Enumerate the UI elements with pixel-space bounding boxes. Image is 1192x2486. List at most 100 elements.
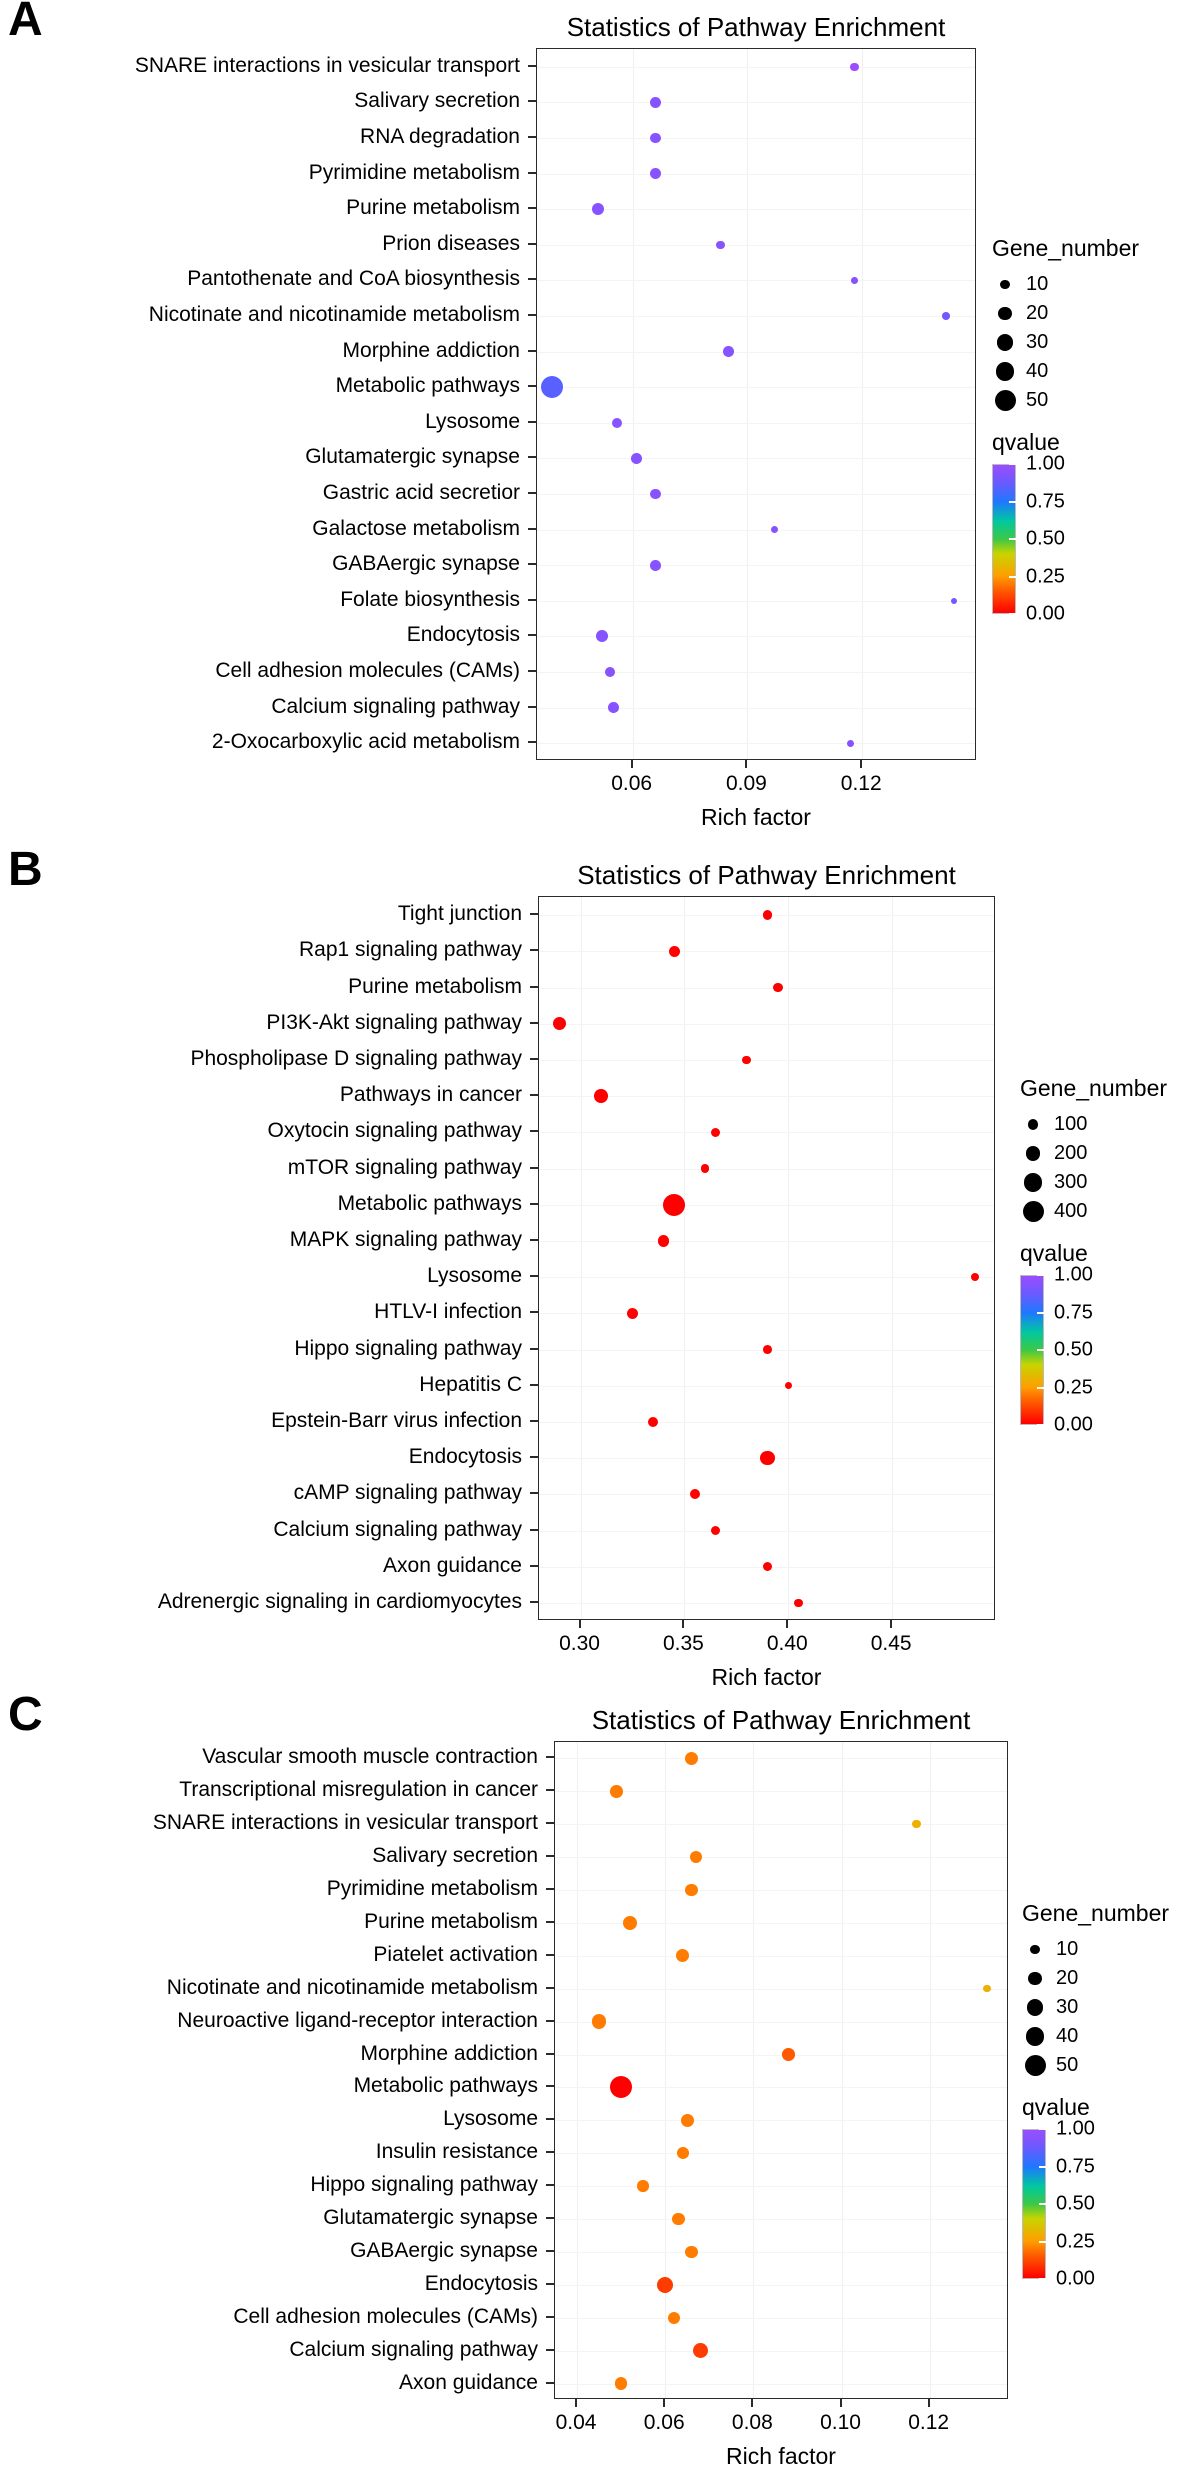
vertical-gridline <box>788 897 790 1619</box>
y-tick-mark <box>546 2282 554 2285</box>
gene-number-value: 20 <box>1056 1967 1079 1989</box>
qvalue-gradient: 1.00 0.75 0.50 0.25 0.00 <box>992 453 1065 625</box>
y-tick-mark <box>546 1822 554 1825</box>
x-tick-mark <box>860 760 863 768</box>
data-point <box>685 2245 698 2259</box>
gene-number-legend-item: 200 <box>1020 1139 1167 1168</box>
legend-dot-box <box>1022 2053 1048 2079</box>
data-point <box>689 1851 703 1864</box>
y-axis-label: Endocytosis <box>406 623 520 647</box>
gene-number-legend-item: 400 <box>1020 1197 1167 1226</box>
y-axis-label: Hippo signaling pathway <box>310 2173 538 2197</box>
data-point <box>710 1525 721 1536</box>
panel-c-title: Statistics of Pathway Enrichment <box>591 1705 971 1735</box>
y-axis-label: Neuroactive ligand-receptor interaction <box>177 2008 538 2032</box>
y-axis-label: Pantothenate and CoA biosynthesis <box>187 267 520 291</box>
horizontal-gridline <box>537 707 975 709</box>
panel-b-x-axis-title: Rich factor <box>711 1664 822 1690</box>
y-axis-label: Metabolic pathways <box>337 1191 522 1215</box>
x-tick-label: 0.06 <box>643 2411 685 2434</box>
y-tick-mark <box>530 1456 538 1459</box>
y-axis-label: Purine metabolism <box>346 196 520 220</box>
gene-number-legend-title: Gene_number <box>992 235 1140 261</box>
y-axis-label: Pathways in cancer <box>339 1083 522 1107</box>
qvalue-tick-mark <box>1009 575 1016 578</box>
data-point <box>650 488 661 500</box>
horizontal-gridline <box>555 2317 1007 2319</box>
y-axis-label: Hippo signaling pathway <box>294 1336 522 1360</box>
data-point <box>668 945 680 957</box>
y-axis-label: Lysosome <box>427 1264 522 1288</box>
qvalue-tick-mark <box>1009 463 1016 465</box>
y-axis-label: Calcium signaling pathway <box>273 1517 522 1541</box>
horizontal-gridline <box>555 2186 1007 2188</box>
x-tick-mark <box>575 2399 578 2407</box>
y-tick-mark <box>546 1789 554 1792</box>
horizontal-gridline <box>555 1955 1007 1957</box>
y-tick-mark <box>528 420 536 423</box>
horizontal-gridline <box>537 458 975 460</box>
panel-a: A Statistics of Pathway Enrichment SNARE… <box>0 0 1192 850</box>
y-axis-label: Vascular smooth muscle contraction <box>202 1745 538 1769</box>
y-tick-mark <box>530 1383 538 1386</box>
data-point <box>942 312 951 320</box>
qvalue-tick-mark <box>1039 2128 1046 2130</box>
gene-number-value: 30 <box>1026 331 1049 353</box>
y-axis-label: Hepatitis C <box>419 1372 522 1396</box>
horizontal-gridline <box>537 494 975 495</box>
data-point <box>722 346 734 357</box>
y-axis-label: Transcriptional misregulation in cancer <box>179 1778 538 1802</box>
data-point <box>784 1381 792 1390</box>
y-axis-label: GABAergic synapse <box>350 2238 538 2262</box>
data-point <box>553 1017 567 1031</box>
x-tick-mark <box>578 1620 581 1628</box>
horizontal-gridline <box>537 387 975 389</box>
x-tick-label: 0.09 <box>725 772 767 795</box>
horizontal-gridline <box>555 2251 1007 2253</box>
horizontal-gridline <box>537 529 975 531</box>
data-point <box>614 2377 628 2390</box>
y-axis-label: Phospholipase D signaling pathway <box>190 1046 522 1070</box>
horizontal-gridline <box>537 66 975 68</box>
data-point <box>971 1273 980 1282</box>
y-tick-mark <box>530 1021 538 1024</box>
panel-b: B Statistics of Pathway Enrichment Tight… <box>0 850 1192 1695</box>
y-tick-mark <box>546 1986 554 1989</box>
vertical-gridline <box>892 897 894 1619</box>
y-axis-label: Glutamatergic synapse <box>323 2206 538 2230</box>
gene-number-legend-title: Gene_number <box>1022 1900 1170 1926</box>
y-tick-mark <box>546 1920 554 1923</box>
x-tick-label: 0.08 <box>731 2411 773 2434</box>
data-point <box>701 1164 710 1173</box>
gene-number-dot <box>1028 1971 1042 1986</box>
data-point <box>663 1193 685 1216</box>
data-point <box>685 1751 699 1766</box>
panel-c-label: C <box>8 1695 43 1741</box>
data-point <box>912 1820 921 1829</box>
y-axis-label: cAMP signaling pathway <box>293 1481 522 1505</box>
data-point <box>650 168 662 180</box>
data-point <box>680 2113 694 2127</box>
y-axis-label: Epstein-Barr virus infection <box>271 1408 522 1432</box>
y-axis-label: Gastric acid secretior <box>322 481 520 504</box>
y-axis-label: HTLV-I infection <box>374 1300 522 1324</box>
data-point <box>847 739 855 747</box>
data-point <box>716 240 725 249</box>
y-axis-label: Calcium signaling pathway <box>289 2337 538 2361</box>
y-tick-mark <box>528 64 536 67</box>
gene-number-value: 30 <box>1056 1996 1079 2018</box>
horizontal-gridline <box>537 351 975 353</box>
gene-number-dot <box>1000 279 1010 290</box>
data-point <box>596 630 608 643</box>
horizontal-gridline <box>555 2120 1007 2122</box>
y-axis-label: Axon guidance <box>399 2370 538 2394</box>
data-point <box>762 1562 773 1572</box>
y-tick-mark <box>546 2249 554 2252</box>
horizontal-gridline <box>555 2054 1007 2056</box>
y-axis-label: Adrenergic signaling in cardiomyocytes <box>157 1589 522 1613</box>
horizontal-gridline <box>537 173 975 175</box>
qvalue-tick-label: 1.00 <box>1054 1263 1093 1286</box>
panel-b-qvalue-legend: qvalue 1.00 0.75 0.50 0.25 0.00 <box>1020 1240 1093 1436</box>
gene-number-value: 20 <box>1026 302 1049 324</box>
y-tick-mark <box>530 985 538 988</box>
